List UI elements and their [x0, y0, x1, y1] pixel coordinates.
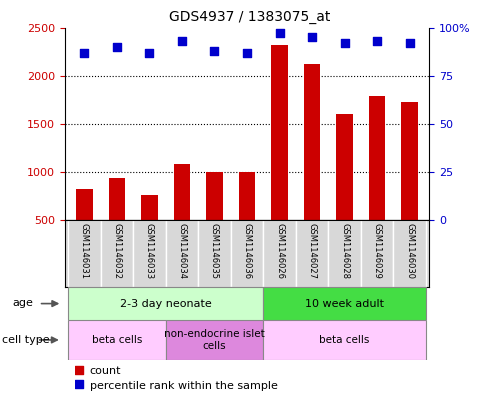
Point [113, 44, 121, 50]
Bar [166, 320, 263, 360]
Bar [68, 287, 263, 320]
Text: age: age [12, 298, 33, 309]
Point [145, 50, 153, 56]
Text: GSM1146028: GSM1146028 [340, 223, 349, 279]
Text: beta cells: beta cells [319, 335, 370, 345]
Bar [336, 114, 353, 220]
Point [406, 40, 414, 46]
Point [75, 366, 83, 373]
Bar [231, 220, 263, 287]
Point [211, 48, 219, 54]
Point [341, 40, 349, 46]
Text: cell type: cell type [2, 335, 50, 345]
Bar [166, 220, 198, 287]
Text: GSM1146035: GSM1146035 [210, 223, 219, 279]
Bar [263, 287, 426, 320]
Bar [263, 320, 426, 360]
Bar [76, 189, 92, 220]
Text: beta cells: beta cells [92, 335, 142, 345]
Point [243, 50, 251, 56]
Point [178, 38, 186, 44]
Bar [68, 220, 101, 287]
Bar [304, 64, 320, 220]
Point [275, 30, 283, 37]
Bar [141, 195, 158, 220]
Text: GSM1146031: GSM1146031 [80, 223, 89, 279]
Bar [271, 45, 287, 220]
Text: GSM1146030: GSM1146030 [405, 223, 414, 279]
Text: non-endocrine islet
cells: non-endocrine islet cells [164, 329, 265, 351]
Point [373, 38, 381, 44]
Bar [133, 220, 166, 287]
Text: GSM1146033: GSM1146033 [145, 223, 154, 279]
Bar [109, 178, 125, 220]
Bar [328, 220, 361, 287]
Point [80, 50, 88, 56]
Bar [369, 96, 385, 220]
Text: GSM1146026: GSM1146026 [275, 223, 284, 279]
Bar [101, 220, 133, 287]
Bar [198, 220, 231, 287]
Text: count: count [90, 366, 121, 376]
Bar [207, 172, 223, 220]
Bar [402, 102, 418, 220]
Text: GDS4937 / 1383075_at: GDS4937 / 1383075_at [169, 10, 330, 24]
Bar [393, 220, 426, 287]
Text: 10 week adult: 10 week adult [305, 299, 384, 309]
Bar [296, 220, 328, 287]
Bar [174, 164, 190, 220]
Text: percentile rank within the sample: percentile rank within the sample [90, 381, 278, 391]
Text: 2-3 day neonate: 2-3 day neonate [120, 299, 212, 309]
Text: GSM1146032: GSM1146032 [112, 223, 121, 279]
Point [75, 381, 83, 387]
Bar [263, 220, 296, 287]
Text: GSM1146034: GSM1146034 [178, 223, 187, 279]
Bar [361, 220, 393, 287]
Bar [68, 320, 166, 360]
Point [308, 34, 316, 40]
Text: GSM1146029: GSM1146029 [373, 223, 382, 279]
Text: GSM1146027: GSM1146027 [307, 223, 316, 279]
Bar [239, 172, 255, 220]
Text: GSM1146036: GSM1146036 [243, 223, 251, 279]
